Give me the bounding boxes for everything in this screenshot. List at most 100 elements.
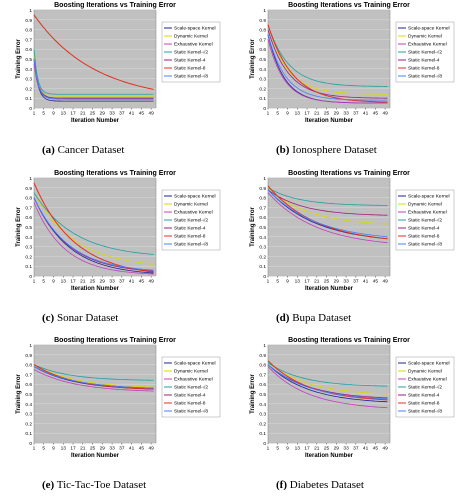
y-axis-label: Training Error [16,207,22,247]
x-tick-label: 9 [286,446,289,452]
chart-panel: Boosting Iterations vs Training Error 0 0.… [12,335,222,475]
y-tick-label: 0.9 [259,18,266,24]
series-line [33,192,154,255]
legend-label: Dynamic Kernel [174,369,208,375]
x-tick-label: 17 [304,446,310,452]
caption-text: Ionosphere Dataset [289,144,377,156]
series-line [33,58,154,102]
y-tick-label: 0.5 [25,225,32,231]
chart-panel: Boosting Iterations vs Training Error 0 0.… [246,0,456,140]
x-tick-label: 37 [119,279,125,285]
y-tick-label: 0.1 [25,96,32,102]
y-tick-label: 0.4 [259,235,266,241]
legend-label: Scale-space Kernel [174,26,216,32]
y-tick-label: 0.1 [259,264,266,270]
legend-label: Exhaustive Kernel [408,377,447,383]
x-tick-label: 9 [286,279,289,285]
legend-label: Exhaustive Kernel [408,210,447,216]
y-tick-label: 0.4 [25,235,32,241]
x-tick-label: 25 [90,279,96,285]
x-tick-label: 29 [100,446,106,452]
caption-text: Sonar Dataset [54,312,119,324]
y-tick-label: 0.3 [25,245,32,251]
legend-label: Static Kernel-√8 [174,409,208,415]
series-line [267,189,388,216]
y-tick-label: 0.4 [25,67,32,73]
x-tick-label: 21 [80,111,86,117]
series-line [33,366,154,389]
y-tick-label: 0.1 [259,96,266,102]
series-line [33,58,154,100]
x-tick-label: 17 [70,446,76,452]
series-line [267,364,388,403]
x-tick-label: 5 [42,279,45,285]
series-line [33,364,154,381]
x-tick-label: 25 [324,446,330,452]
legend-label: Scale-space Kernel [408,26,450,32]
x-tick-label: 9 [52,111,55,117]
x-tick-label: 41 [129,446,135,452]
x-tick-label: 17 [304,111,310,117]
y-tick-label: 0.5 [25,392,32,398]
y-tick-label: 1 [263,343,266,349]
y-tick-label: 0.2 [259,421,266,427]
chart-title: Boosting Iterations vs Training Error [54,337,176,344]
x-tick-label: 1 [33,446,36,452]
legend-label: Static Kernel-4 [408,226,440,232]
x-tick-label: 13 [61,446,67,452]
y-axis-label: Training Error [250,39,256,79]
x-tick-label: 29 [334,279,340,285]
series-line [33,49,154,95]
legend-label: Static Kernel-√2 [408,385,442,391]
caption-text: Diabetes Dataset [287,479,364,491]
caption-letter: (e) [42,479,55,491]
y-tick-label: 0.2 [25,421,32,427]
y-axis-label: Training Error [16,374,22,414]
series-line [33,369,154,392]
legend-label: Dynamic Kernel [174,202,208,208]
y-tick-label: 0.5 [259,392,266,398]
y-tick-label: 0.6 [259,47,266,53]
chart-svg: Boosting Iterations vs Training Error 0 0.… [16,337,221,459]
legend-label: Scale-space Kernel [174,361,216,367]
y-tick-label: 0.2 [25,86,32,92]
panel-caption: (d) Bupa Dataset [276,312,351,324]
series-line [267,24,388,103]
series-line [33,202,154,275]
legend-label: Static Kernel-√8 [408,242,442,248]
caption-text: Tic-Tac-Toe Dataset [54,479,147,491]
y-tick-label: 0.9 [259,186,266,192]
y-tick-label: 0.1 [25,431,32,437]
legend-label: Static Kernel-8 [408,66,440,72]
series-line [267,29,388,99]
y-tick-label: 0.6 [25,382,32,388]
x-tick-label: 21 [314,279,320,285]
series-line [33,197,154,271]
legend-label: Static Kernel-8 [174,401,206,407]
x-tick-label: 5 [276,279,279,285]
x-axis-label: Iteration Number [305,286,354,292]
x-tick-label: 13 [61,279,67,285]
x-tick-label: 45 [373,111,379,117]
x-tick-label: 29 [100,279,106,285]
y-tick-label: 0.5 [25,57,32,63]
legend-label: Exhaustive Kernel [174,210,213,216]
x-tick-label: 9 [286,111,289,117]
y-tick-label: 0.8 [25,196,32,202]
y-tick-label: 0.4 [259,67,266,73]
legend-label: Static Kernel-4 [174,58,206,64]
x-tick-label: 21 [80,279,86,285]
legend-label: Dynamic Kernel [408,369,442,375]
x-tick-label: 17 [304,279,310,285]
chart-title: Boosting Iterations vs Training Error [54,2,176,9]
y-tick-label: 0.7 [259,372,266,378]
series-line [267,29,388,95]
y-tick-label: 0.3 [25,412,32,418]
x-tick-label: 33 [343,446,349,452]
chart-title: Boosting Iterations vs Training Error [288,337,410,344]
y-tick-label: 0.8 [259,28,266,34]
y-tick-label: 0.8 [25,363,32,369]
x-tick-label: 49 [382,279,388,285]
chart-panel: Boosting Iterations vs Training Error 0 0.… [246,335,456,475]
caption-letter: (f) [276,479,287,491]
